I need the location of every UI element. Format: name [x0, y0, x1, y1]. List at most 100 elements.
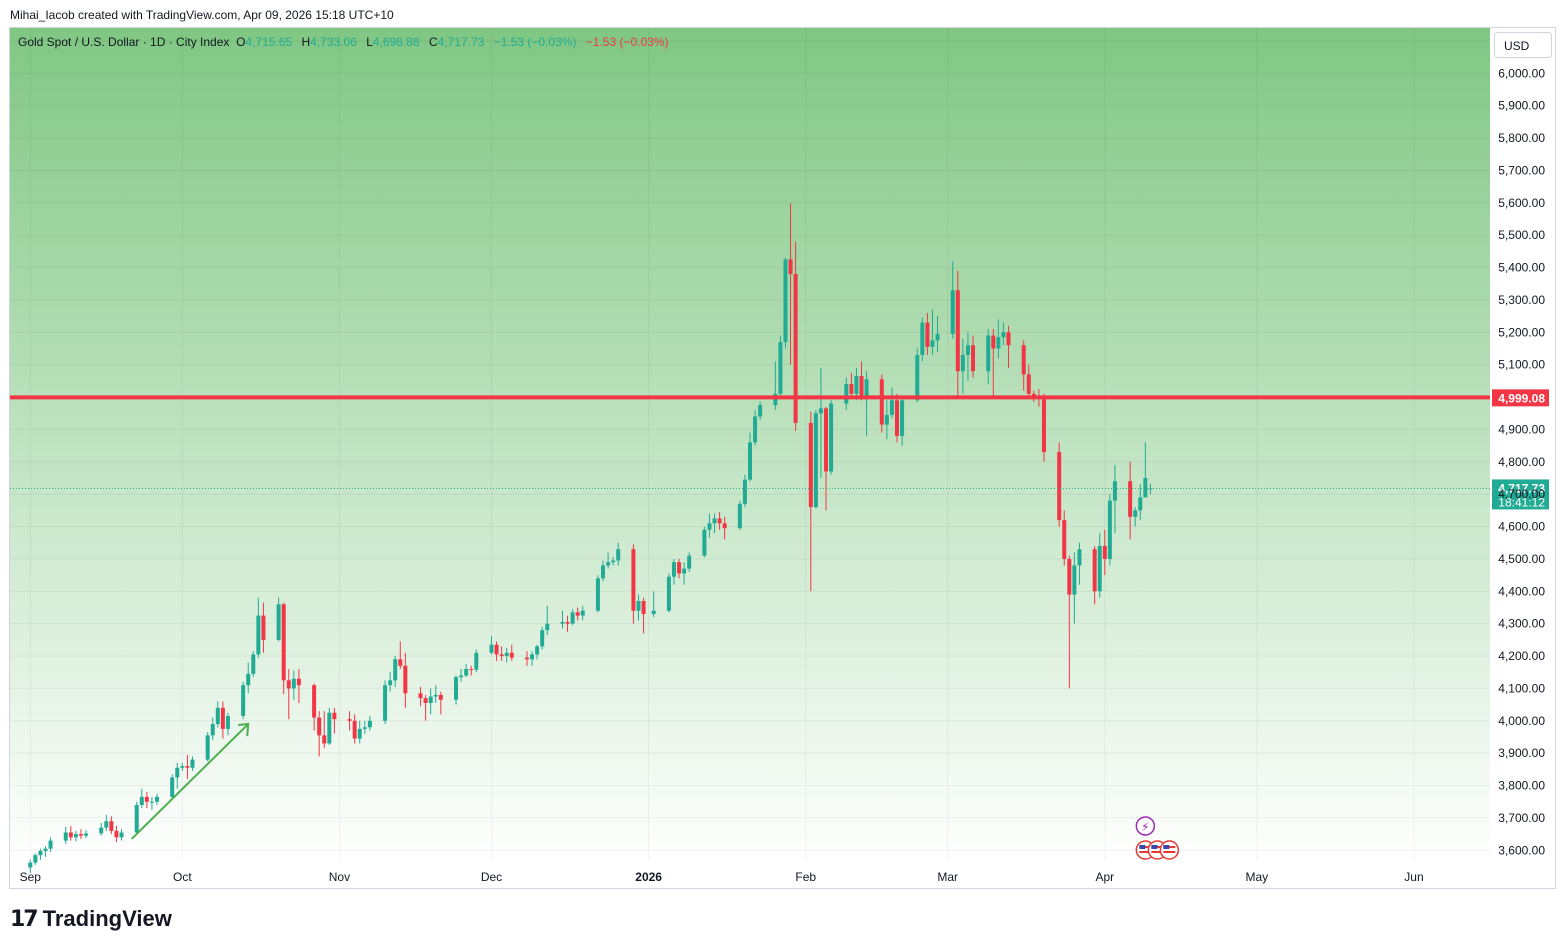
candle-body [312, 685, 317, 718]
change-value-secondary: −1.53 (−0.03%) [585, 35, 669, 49]
candle-body [1112, 481, 1117, 501]
y-tick-label: 5,100.00 [1498, 358, 1545, 372]
candle-body [362, 727, 367, 729]
flag-stripe [1139, 851, 1152, 853]
candle-body [575, 612, 580, 616]
y-tick-label: 4,000.00 [1498, 714, 1545, 728]
y-tick-label: 3,700.00 [1498, 811, 1545, 825]
last-price-tag [1492, 479, 1549, 510]
candle-body [813, 413, 818, 508]
countdown-label: 18:41:12 [1498, 495, 1545, 509]
candle-body [859, 376, 864, 396]
candle-body [1067, 558, 1072, 595]
candle-body [884, 414, 889, 425]
y-tick-label: 4,800.00 [1498, 455, 1545, 469]
currency-button[interactable]: USD [1494, 32, 1552, 58]
chart-credit: Mihai_Iacob created with TradingView.com… [10, 8, 394, 22]
candle-body [631, 549, 636, 611]
flag-canton [1139, 845, 1146, 849]
y-tick-label: 5,200.00 [1498, 325, 1545, 339]
candle-body [900, 400, 905, 436]
y-tick-label: 4,500.00 [1498, 552, 1545, 566]
candle-body [276, 604, 281, 640]
candle-body [185, 766, 190, 768]
candle-body [1072, 565, 1077, 595]
candle-body [144, 796, 149, 802]
y-tick-label: 3,600.00 [1498, 843, 1545, 857]
x-tick-label: Nov [329, 870, 350, 884]
candle-body [1138, 497, 1143, 511]
candle-body [28, 862, 33, 868]
candle-body [601, 565, 606, 579]
candle-body [773, 393, 778, 406]
candle-body [1057, 452, 1062, 521]
y-tick-label: 4,700.00 [1498, 487, 1545, 501]
candle-body [139, 796, 144, 805]
close-label: C [428, 35, 438, 49]
candle-body [894, 400, 899, 436]
candle-body [1021, 345, 1026, 375]
candle-body [119, 832, 124, 838]
x-tick-label: Oct [173, 870, 192, 884]
y-tick-label: 4,300.00 [1498, 617, 1545, 631]
candle-body [545, 623, 550, 631]
candle-body [671, 562, 676, 577]
candle-body [464, 668, 469, 676]
candle-body [712, 518, 717, 524]
candle-body [215, 707, 220, 725]
high-value: 4,733.06 [310, 35, 357, 49]
grid-lines [10, 28, 1490, 860]
candle-body [808, 422, 813, 508]
candle-body [879, 379, 884, 425]
x-tick-label: 2026 [635, 870, 662, 884]
change-value: −1.53 (−0.03%) [493, 35, 577, 49]
candle-body [281, 604, 286, 681]
y-tick-label: 5,600.00 [1498, 196, 1545, 210]
candle-body [134, 804, 139, 833]
us-flag-icon [1159, 840, 1180, 860]
candle-body [702, 529, 707, 556]
candle-body [930, 340, 935, 347]
y-tick-label: 5,700.00 [1498, 163, 1545, 177]
x-tick-label: Mar [937, 870, 958, 884]
candle-body [722, 523, 727, 529]
candle-body [220, 707, 225, 729]
candle-body [109, 821, 114, 831]
candle-body [1102, 545, 1107, 559]
open-label: O [236, 35, 246, 49]
candle-body [78, 834, 83, 836]
candle-body [286, 680, 291, 689]
candle-body [616, 549, 621, 561]
candle-body [251, 654, 256, 674]
candle-body [1006, 332, 1011, 346]
candle-body [778, 342, 783, 394]
symbol-legend[interactable]: Gold Spot / U.S. Dollar · 1D · City Inde… [18, 35, 669, 49]
candle-body [210, 724, 215, 736]
candle-body [535, 646, 540, 655]
candle-body [423, 698, 428, 703]
candle-body [504, 652, 509, 657]
candle-body [114, 830, 119, 838]
candle-body [68, 832, 73, 838]
candle-body [991, 335, 996, 349]
candle-body [469, 668, 474, 670]
candle-body [889, 400, 894, 415]
low-value: 4,698.88 [372, 35, 420, 49]
y-tick-label: 5,300.00 [1498, 293, 1545, 307]
candle-body [580, 610, 585, 616]
candle-body [595, 578, 600, 611]
tradingview-brand[interactable]: 17 TradingView [10, 906, 172, 932]
candle-body [758, 405, 763, 417]
candle-body [494, 644, 499, 655]
candle-body [651, 610, 656, 614]
candle-body [687, 555, 692, 569]
candle-body [783, 259, 788, 343]
candle-body [104, 821, 109, 828]
candle-body [256, 615, 261, 655]
candle-body [43, 848, 48, 851]
candle-body [1092, 549, 1097, 592]
candle-body [322, 735, 327, 744]
high-label: H [301, 35, 311, 49]
